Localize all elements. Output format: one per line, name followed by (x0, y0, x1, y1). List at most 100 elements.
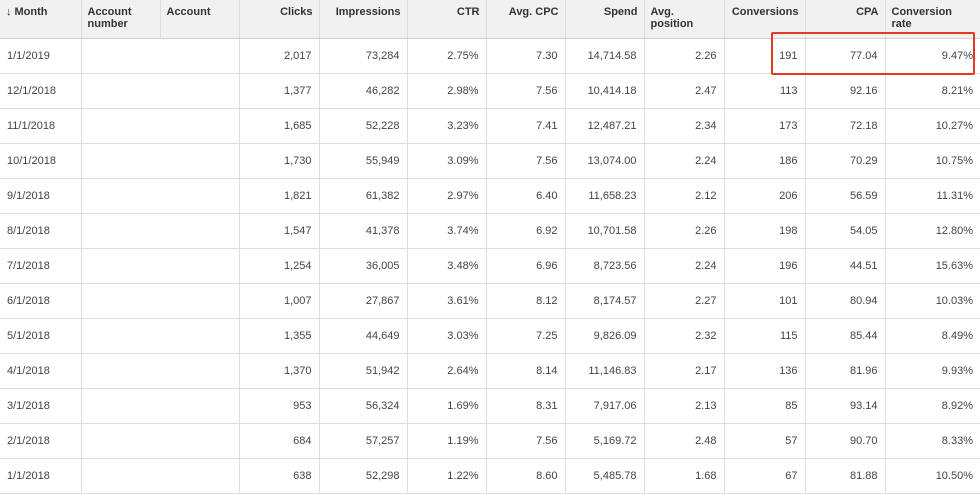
cell-clicks: 1,821 (239, 178, 320, 214)
cell-cpa: 56.59 (805, 178, 886, 214)
cell-account (160, 248, 240, 284)
cell-cpa: 81.96 (805, 353, 886, 389)
cell-account-number (81, 458, 160, 494)
cell-conversions: 113 (724, 73, 806, 109)
cell-conversion-rate: 12.80% (885, 213, 980, 249)
cell-account (160, 283, 240, 319)
cell-month: 1/1/2018 (0, 458, 82, 494)
column-header-ctr[interactable]: CTR (407, 0, 487, 39)
cell-avg-position: 2.27 (644, 283, 725, 319)
column-header-account-number[interactable]: Account number (81, 0, 161, 39)
cell-conversion-rate: 15.63% (885, 248, 980, 284)
cell-avg-position: 2.17 (644, 353, 725, 389)
cell-conversion-rate: 11.31% (885, 178, 980, 214)
cell-month: 11/1/2018 (0, 108, 82, 144)
cell-account-number (81, 38, 160, 74)
cell-impressions: 46,282 (319, 73, 408, 109)
cell-ctr: 2.75% (407, 38, 487, 74)
column-header-month[interactable]: ↓ Month (0, 0, 82, 39)
cell-cpa: 80.94 (805, 283, 886, 319)
cell-impressions: 51,942 (319, 353, 408, 389)
cell-avg-cpc: 6.92 (486, 213, 566, 249)
cell-avg-cpc: 7.30 (486, 38, 566, 74)
cell-conversion-rate: 10.50% (885, 458, 980, 494)
table-row[interactable]: 1/1/2018 638 52,298 1.22% 8.60 5,485.78 1.68 67… (0, 458, 980, 494)
column-header-conversion-rate[interactable]: Conversion rate (885, 0, 980, 39)
column-header-impressions[interactable]: Impressions (319, 0, 408, 39)
cell-impressions: 55,949 (319, 143, 408, 179)
cell-impressions: 52,298 (319, 458, 408, 494)
cell-ctr: 2.97% (407, 178, 487, 214)
column-header-account[interactable]: Account (160, 0, 240, 39)
table-row[interactable]: 6/1/2018 1,007 27,867 3.61% 8.12 8,174.57 2.27… (0, 283, 980, 319)
table-row[interactable]: 2/1/2018 684 57,257 1.19% 7.56 5,169.72 2.48 57… (0, 423, 980, 459)
column-header-cpa[interactable]: CPA (805, 0, 886, 39)
cell-account-number (81, 283, 160, 319)
cell-month: 3/1/2018 (0, 388, 82, 424)
cell-avg-position: 2.32 (644, 318, 725, 354)
column-header-clicks[interactable]: Clicks (239, 0, 320, 39)
cell-avg-cpc: 8.12 (486, 283, 566, 319)
cell-clicks: 1,355 (239, 318, 320, 354)
cell-cpa: 54.05 (805, 213, 886, 249)
column-header-spend[interactable]: Spend (565, 0, 645, 39)
column-header-avg-cpc[interactable]: Avg. CPC (486, 0, 566, 39)
table-row[interactable]: 11/1/2018 1,685 52,228 3.23% 7.41 12,487.21 2.… (0, 108, 980, 144)
cell-month: 12/1/2018 (0, 73, 82, 109)
table-row[interactable]: 3/1/2018 953 56,324 1.69% 8.31 7,917.06 2.13 85… (0, 388, 980, 424)
table-row[interactable]: 4/1/2018 1,370 51,942 2.64% 8.14 11,146.83 2.1… (0, 353, 980, 389)
cell-account-number (81, 388, 160, 424)
cell-cpa: 92.16 (805, 73, 886, 109)
cell-spend: 13,074.00 (565, 143, 645, 179)
cell-clicks: 1,254 (239, 248, 320, 284)
column-header-avg-position[interactable]: Avg. position (644, 0, 725, 39)
cell-clicks: 1,730 (239, 143, 320, 179)
table-row[interactable]: 7/1/2018 1,254 36,005 3.48% 6.96 8,723.56 2.24… (0, 248, 980, 284)
cell-avg-position: 2.34 (644, 108, 725, 144)
cell-cpa: 70.29 (805, 143, 886, 179)
cell-avg-cpc: 7.56 (486, 73, 566, 109)
cell-clicks: 1,007 (239, 283, 320, 319)
table-row[interactable]: 8/1/2018 1,547 41,378 3.74% 6.92 10,701.58 2.2… (0, 213, 980, 249)
cell-avg-position: 2.48 (644, 423, 725, 459)
table-row[interactable]: 10/1/2018 1,730 55,949 3.09% 7.56 13,074.00 2.… (0, 143, 980, 179)
cell-ctr: 2.64% (407, 353, 487, 389)
cell-account (160, 458, 240, 494)
cell-month: 7/1/2018 (0, 248, 82, 284)
table-row[interactable]: 5/1/2018 1,355 44,649 3.03% 7.25 9,826.09 2.32… (0, 318, 980, 354)
cell-ctr: 3.03% (407, 318, 487, 354)
arrow-down-icon: ↓ (6, 6, 12, 18)
cell-clicks: 638 (239, 458, 320, 494)
cell-spend: 8,174.57 (565, 283, 645, 319)
cell-impressions: 61,382 (319, 178, 408, 214)
cell-account (160, 143, 240, 179)
cell-account (160, 318, 240, 354)
table-row[interactable]: 9/1/2018 1,821 61,382 2.97% 6.40 11,658.23 2.1… (0, 178, 980, 214)
cell-conversions: 136 (724, 353, 806, 389)
cell-account-number (81, 108, 160, 144)
cell-account (160, 178, 240, 214)
cell-cpa: 85.44 (805, 318, 886, 354)
cell-clicks: 2,017 (239, 38, 320, 74)
cell-conversion-rate: 8.21% (885, 73, 980, 109)
cell-avg-cpc: 6.40 (486, 178, 566, 214)
cell-conversion-rate: 8.92% (885, 388, 980, 424)
cell-month: 4/1/2018 (0, 353, 82, 389)
cell-impressions: 27,867 (319, 283, 408, 319)
cell-conversion-rate: 10.75% (885, 143, 980, 179)
cell-account (160, 423, 240, 459)
cell-account (160, 38, 240, 74)
cell-month: 8/1/2018 (0, 213, 82, 249)
cell-ctr: 1.69% (407, 388, 487, 424)
cell-conversion-rate: 8.49% (885, 318, 980, 354)
cell-cpa: 44.51 (805, 248, 886, 284)
cell-ctr: 3.23% (407, 108, 487, 144)
cell-avg-cpc: 7.56 (486, 143, 566, 179)
cell-avg-cpc: 6.96 (486, 248, 566, 284)
table-row[interactable]: 12/1/2018 1,377 46,282 2.98% 7.56 10,414.18 2.… (0, 73, 980, 109)
cell-avg-position: 2.13 (644, 388, 725, 424)
table-row[interactable]: 1/1/2019 2,017 73,284 2.75% 7.30 14,714.58 2.2… (0, 38, 980, 74)
cell-spend: 11,658.23 (565, 178, 645, 214)
column-header-conversions[interactable]: Conversions (724, 0, 806, 39)
